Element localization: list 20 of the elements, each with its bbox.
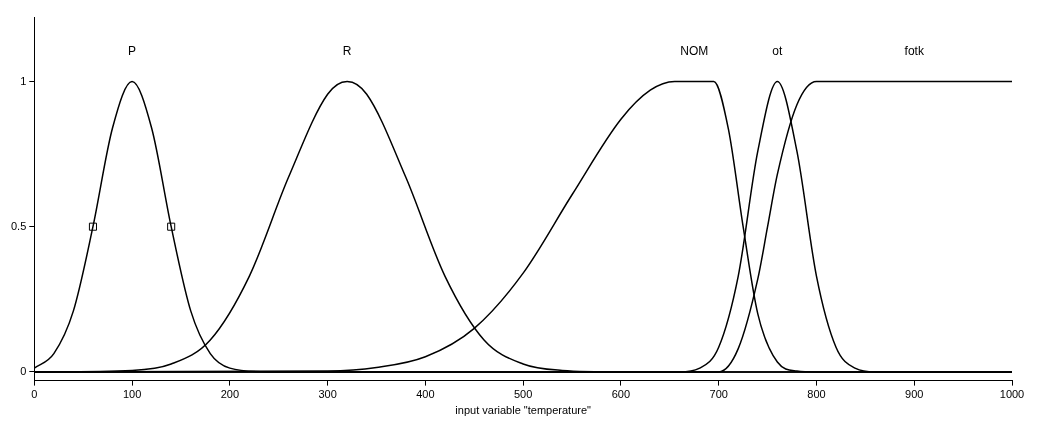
series-label: NOM xyxy=(680,43,709,58)
series-label: R xyxy=(342,43,352,58)
x-tick-label: 800 xyxy=(807,388,826,401)
x-axis-title: input variable "temperature" xyxy=(455,404,592,417)
y-tick-label: 0 xyxy=(20,364,27,377)
x-tick-label: 100 xyxy=(122,388,142,401)
text: ot xyxy=(772,43,784,58)
x-tick-label: 300 xyxy=(318,388,337,401)
y-tick-label: 1 xyxy=(20,74,27,87)
x-tick-label: 700 xyxy=(709,388,728,401)
x-tick-label: 1000 xyxy=(999,388,1025,401)
x-tick-label: 500 xyxy=(513,388,533,401)
x-tick-label: 900 xyxy=(905,388,924,401)
x-tick-label: 400 xyxy=(416,388,435,401)
series-label: fotk xyxy=(904,43,925,58)
x-tick-label: 0 xyxy=(31,388,38,401)
x-tick-label: 600 xyxy=(611,388,631,401)
y-tick-label: 0.5 xyxy=(10,219,27,232)
text: P xyxy=(128,43,137,58)
x-tick-label: 200 xyxy=(220,388,240,401)
